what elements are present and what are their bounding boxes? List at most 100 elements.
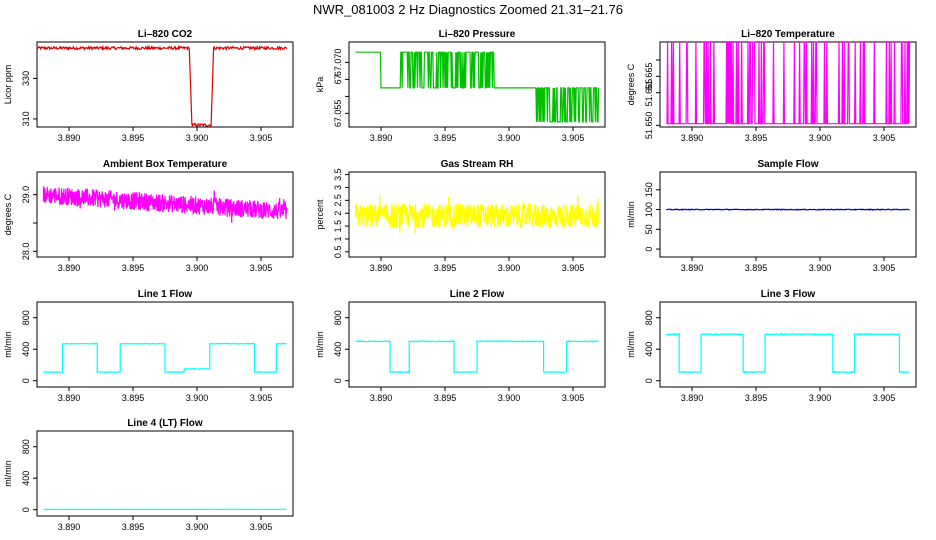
y-tick-label: 400 xyxy=(21,471,31,486)
y-tick-label: 3.5 xyxy=(333,168,343,181)
chart-panel-6: Sample Flow ml/min 3.890 3.895 3.900 3.905 0 50… xyxy=(626,159,917,273)
x-tick-label: 3.905 xyxy=(250,133,273,143)
x-tick-label: 3.895 xyxy=(434,263,457,273)
chart-title: Sample Flow xyxy=(757,159,818,170)
data-series-line xyxy=(355,339,600,374)
x-tick-label: 3.890 xyxy=(58,263,81,273)
data-series-line xyxy=(354,194,600,235)
y-tick-label: 0 xyxy=(644,378,654,383)
x-tick-label: 3.900 xyxy=(809,263,832,273)
x-tick-label: 3.905 xyxy=(250,263,273,273)
plot-frame xyxy=(348,171,606,258)
y-tick-label: 3 xyxy=(333,185,343,190)
y-tick-label: 400 xyxy=(644,342,654,357)
y-tick-label: 67.055 xyxy=(333,100,343,128)
plot-frame xyxy=(36,430,294,517)
x-tick-label: 3.890 xyxy=(58,522,81,532)
chart-title: Line 1 Flow xyxy=(138,289,193,300)
plot-frame xyxy=(659,171,917,258)
data-series-line xyxy=(36,44,288,128)
y-tick-label: 400 xyxy=(21,342,31,357)
x-tick-label: 3.905 xyxy=(873,393,896,403)
y-axis-label: Licor ppm xyxy=(3,65,13,105)
plot-frame xyxy=(348,41,606,128)
x-tick-label: 3.895 xyxy=(122,133,145,143)
plot-frame xyxy=(36,171,294,258)
y-axis-label: ml/min xyxy=(315,331,325,358)
y-tick-label: 400 xyxy=(333,342,343,357)
x-tick-label: 3.890 xyxy=(58,393,81,403)
data-series-line xyxy=(666,208,910,211)
plot-frame xyxy=(36,301,294,388)
chart-title: Li–820 Pressure xyxy=(439,29,516,40)
x-tick-label: 3.900 xyxy=(809,133,832,143)
y-tick-label: 800 xyxy=(21,439,31,454)
y-axis-label: ml/min xyxy=(626,331,636,358)
chart-panel-9: Line 3 Flow ml/min 3.890 3.895 3.900 3.905 0 40… xyxy=(626,289,917,403)
y-axis-label: ml/min xyxy=(3,331,13,358)
x-tick-label: 3.900 xyxy=(809,393,832,403)
y-tick-label: 51.665 xyxy=(644,63,654,91)
y-tick-label: 150 xyxy=(644,182,654,197)
chart-panel-2: Li–820 Pressure kPa 3.890 3.895 3.900 3.905 67… xyxy=(315,29,606,143)
y-tick-label: 0.5 xyxy=(333,246,343,259)
y-axis-label: degrees C xyxy=(626,63,636,105)
x-tick-label: 3.900 xyxy=(186,133,209,143)
y-axis-label: degrees C xyxy=(3,193,13,235)
y-tick-label: 0 xyxy=(21,507,31,512)
x-tick-label: 3.895 xyxy=(122,263,145,273)
data-series-line xyxy=(355,51,600,123)
y-tick-label: 330 xyxy=(21,71,31,86)
x-tick-label: 3.890 xyxy=(681,133,704,143)
chart-title: Line 4 (LT) Flow xyxy=(127,418,203,429)
y-axis-label: kPa xyxy=(315,77,325,93)
x-tick-label: 3.900 xyxy=(498,133,521,143)
x-tick-label: 3.895 xyxy=(122,522,145,532)
chart-panel-10: Line 4 (LT) Flow ml/min 3.890 3.895 3.900 3.9… xyxy=(3,418,294,532)
x-tick-label: 3.890 xyxy=(58,133,81,143)
y-tick-label: 51.650 xyxy=(644,112,654,140)
x-tick-label: 3.895 xyxy=(434,133,457,143)
chart-panel-4: Ambient Box Temperature degrees C 3.890 3.8… xyxy=(3,159,294,273)
x-tick-label: 3.905 xyxy=(562,393,585,403)
data-series-line xyxy=(665,332,911,374)
y-tick-label: 0 xyxy=(21,378,31,383)
plot-frame xyxy=(36,41,294,128)
chart-panel-7: Line 1 Flow ml/min 3.890 3.895 3.900 3.905 0 40… xyxy=(3,289,294,403)
x-tick-label: 3.890 xyxy=(370,393,393,403)
y-axis-label: ml/min xyxy=(626,201,636,228)
y-tick-label: 2.5 xyxy=(333,194,343,207)
chart-panel-3: Li–820 Temperature degrees C 3.890 3.895 3.9… xyxy=(626,29,917,143)
x-tick-label: 3.890 xyxy=(681,393,704,403)
x-tick-label: 3.905 xyxy=(250,522,273,532)
x-tick-label: 3.895 xyxy=(745,393,768,403)
x-tick-label: 3.890 xyxy=(681,263,704,273)
y-tick-label: 100 xyxy=(644,202,654,217)
plot-frame xyxy=(659,301,917,388)
plot-frame xyxy=(659,41,917,128)
x-tick-label: 3.900 xyxy=(186,393,209,403)
y-tick-label: 800 xyxy=(21,310,31,325)
y-tick-label: 1 xyxy=(333,236,343,241)
y-tick-label: 29.0 xyxy=(21,186,31,204)
chart-title: Li–820 CO2 xyxy=(138,29,193,40)
y-tick-label: 2 xyxy=(333,211,343,216)
y-tick-label: 51.665 xyxy=(644,79,654,107)
chart-panel-1: Li–820 CO2 Licor ppm 3.890 3.895 3.900 3.905 3… xyxy=(3,29,294,143)
y-tick-label: 0 xyxy=(644,247,654,252)
x-tick-label: 3.905 xyxy=(562,263,585,273)
y-tick-label: 0 xyxy=(333,378,343,383)
x-tick-label: 3.890 xyxy=(370,133,393,143)
chart-panel-5: Gas Stream RH percent 3.890 3.895 3.900 3.905… xyxy=(315,159,606,273)
y-tick-label: 50 xyxy=(644,224,654,234)
x-tick-label: 3.900 xyxy=(186,263,209,273)
x-tick-label: 3.905 xyxy=(873,133,896,143)
y-axis-label: ml/min xyxy=(3,460,13,487)
x-tick-label: 3.900 xyxy=(498,263,521,273)
y-tick-label: 800 xyxy=(644,310,654,325)
y-tick-label: 28.0 xyxy=(21,243,31,261)
x-tick-label: 3.895 xyxy=(745,263,768,273)
y-tick-label: 1.5 xyxy=(333,220,343,233)
x-tick-label: 3.905 xyxy=(562,133,585,143)
data-series-line xyxy=(43,342,287,374)
